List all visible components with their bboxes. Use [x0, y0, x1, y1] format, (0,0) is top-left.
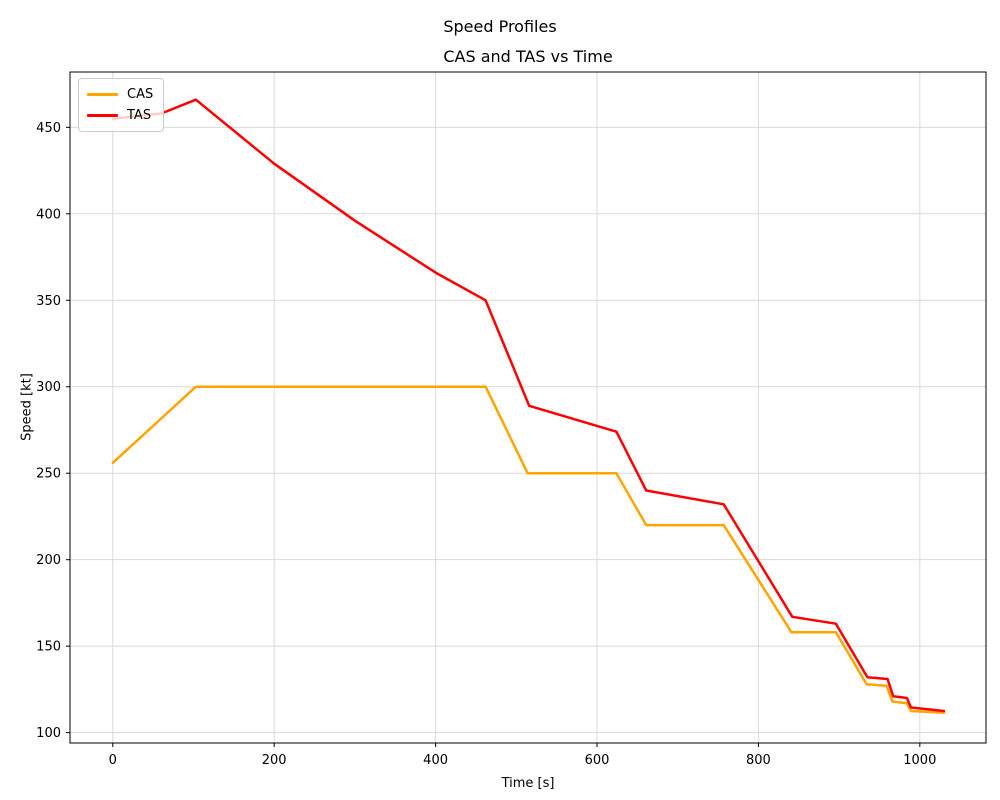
axis-ticks: [66, 126, 921, 747]
svg-text:1000: 1000: [903, 753, 936, 768]
svg-text:450: 450: [36, 121, 61, 136]
legend: CAS TAS: [78, 78, 165, 132]
svg-text:0: 0: [109, 753, 117, 768]
tick-labels: 0 200 400 600 800 1000 100 150 200 250 300 350 400 45…: [36, 121, 936, 768]
gridlines: [70, 72, 986, 743]
svg-text:600: 600: [585, 753, 610, 768]
svg-text:350: 350: [36, 294, 61, 309]
y-axis-label: Speed [kt]: [19, 373, 35, 441]
plot-border: [69, 71, 987, 744]
axes-title: CAS and TAS vs Time: [443, 47, 613, 66]
series-line-tas: [111, 98, 946, 713]
legend-label-tas: TAS: [127, 108, 152, 123]
svg-text:200: 200: [262, 753, 287, 768]
svg-text:400: 400: [423, 753, 448, 768]
x-axis-label: Time [s]: [501, 776, 555, 791]
legend-entry-tas: TAS: [87, 105, 153, 126]
legend-label-cas: CAS: [127, 87, 154, 102]
svg-text:100: 100: [36, 726, 61, 741]
svg-text:800: 800: [746, 753, 771, 768]
cas-line-sample-icon: [87, 93, 118, 96]
tas-line-sample-icon: [87, 114, 118, 117]
svg-text:200: 200: [36, 553, 61, 568]
svg-text:250: 250: [36, 467, 61, 482]
svg-text:400: 400: [36, 207, 61, 222]
legend-entry-cas: CAS: [87, 84, 153, 105]
svg-text:300: 300: [36, 380, 61, 395]
series-line-cas: [111, 385, 946, 714]
figure-title: Speed Profiles: [443, 17, 557, 36]
svg-text:150: 150: [36, 640, 61, 655]
